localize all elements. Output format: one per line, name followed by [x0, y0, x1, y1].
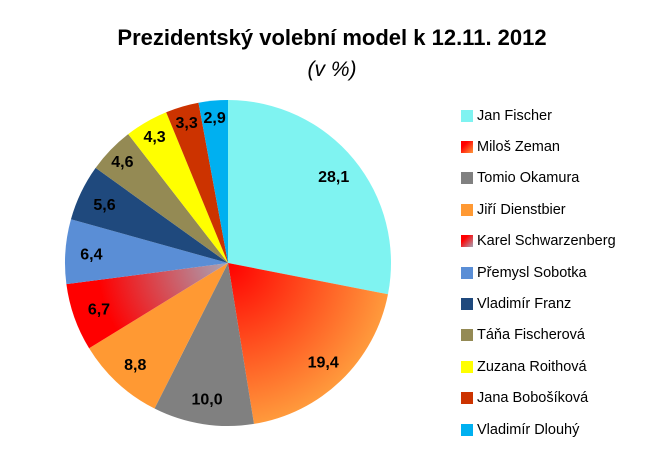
pie-slice — [95, 134, 228, 263]
legend-swatch — [461, 235, 473, 248]
legend-label: Karel Schwarzenberg — [477, 233, 616, 250]
chart-subtitle: (v %) — [307, 58, 357, 81]
legend-swatch — [461, 329, 473, 342]
data-label: 28,1 — [318, 169, 349, 186]
legend-label: Jan Fischer — [477, 107, 552, 124]
legend-label: Jiří Dienstbier — [477, 201, 566, 218]
data-label: 19,4 — [308, 354, 339, 371]
data-label: 4,6 — [111, 154, 133, 171]
data-label: 2,9 — [204, 110, 226, 127]
legend-label: Jana Bobošíková — [477, 390, 589, 407]
pie-slice — [64, 219, 228, 285]
legend-item: Tomio Okamura — [461, 163, 616, 194]
legend-swatch — [461, 298, 473, 311]
data-label: 8,8 — [124, 357, 146, 374]
legend-label: Vladimír Franz — [477, 296, 572, 313]
legend-swatch — [461, 203, 473, 216]
legend-label: Zuzana Roithová — [477, 358, 587, 375]
chart-title: Prezidentský volební model k 12.11. 2012 — [117, 25, 547, 50]
legend-label: Miloš Zeman — [477, 139, 560, 156]
legend-item: Jana Bobošíková — [461, 383, 616, 414]
pie-slice — [228, 100, 391, 295]
legend-swatch — [461, 423, 473, 436]
legend-label: Táňa Fischerová — [477, 327, 585, 344]
legend-swatch — [461, 109, 473, 122]
pie-slice — [154, 263, 254, 426]
legend-swatch — [461, 360, 473, 373]
pie-slice — [198, 100, 228, 263]
pie-slice — [89, 263, 228, 409]
data-label: 4,3 — [143, 129, 165, 146]
legend-item: Vladimír Franz — [461, 288, 616, 319]
legend: Jan Fischer Miloš Zeman Tomio Okamura Jiří … — [461, 100, 616, 445]
legend-label: Tomio Okamura — [477, 170, 580, 187]
data-label: 3,3 — [176, 115, 198, 132]
legend-item: Zuzana Roithová — [461, 351, 616, 382]
data-label: 5,6 — [93, 197, 115, 214]
legend-item: Jiří Dienstbier — [461, 194, 616, 225]
data-label: 6,7 — [88, 302, 110, 319]
legend-item: Miloš Zeman — [461, 131, 616, 162]
data-label: 10,0 — [191, 391, 222, 408]
pie-slice — [128, 112, 228, 263]
pie-slice — [228, 263, 388, 424]
data-label: 6,4 — [80, 246, 102, 263]
pie-slice — [166, 102, 228, 263]
legend-item: Jan Fischer — [461, 100, 616, 131]
legend-label: Přemysl Sobotka — [477, 264, 587, 281]
pie-slice — [66, 263, 228, 349]
legend-label: Vladimír Dlouhý — [477, 421, 580, 438]
legend-item: Přemysl Sobotka — [461, 257, 616, 288]
legend-swatch — [461, 172, 473, 185]
legend-swatch — [461, 141, 473, 154]
legend-item: Karel Schwarzenberg — [461, 226, 616, 257]
legend-swatch — [461, 266, 473, 279]
legend-item: Vladimír Dlouhý — [461, 414, 616, 445]
pie-slice — [70, 167, 229, 263]
legend-item: Táňa Fischerová — [461, 320, 616, 351]
legend-swatch — [461, 392, 473, 405]
